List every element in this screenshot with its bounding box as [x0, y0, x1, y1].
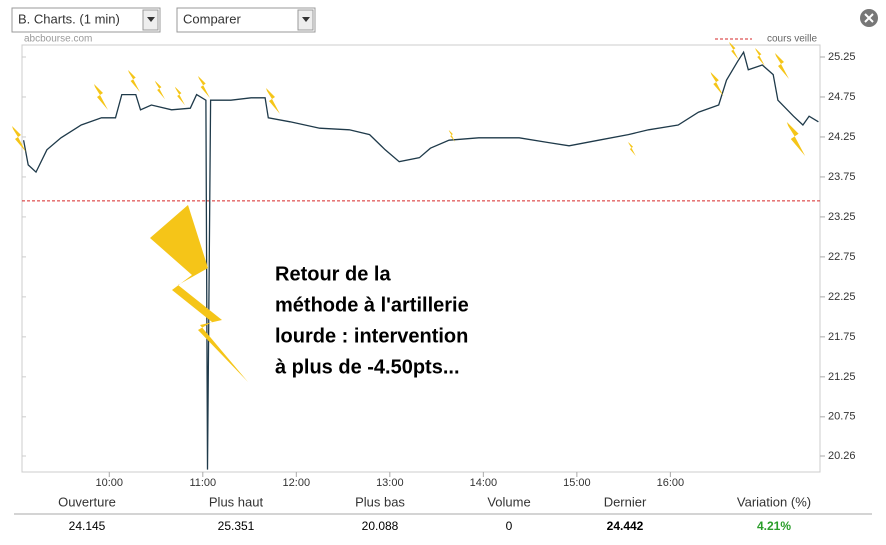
y-tick-label: 22.25	[828, 291, 856, 303]
stat-header: Ouverture	[58, 494, 116, 509]
stat-header: Dernier	[604, 494, 647, 509]
stats-table: Ouverture 24.145 Plus haut 25.351 Plus bas 20…	[58, 494, 811, 533]
y-tick-label: 21.25	[828, 371, 856, 383]
y-tick-label: 25.25	[828, 51, 856, 63]
annotation: Retour de la méthode à l'artillerie lourde…	[275, 263, 469, 378]
close-button[interactable]	[860, 9, 878, 27]
y-tick-label: 23.25	[828, 211, 856, 223]
stat-value: 20.088	[362, 519, 399, 533]
period-select[interactable]: B. Charts. (1 min)	[11, 7, 161, 33]
x-tick-label: 13:00	[376, 477, 404, 489]
stat-header: Plus haut	[209, 494, 264, 509]
bolts	[12, 42, 806, 382]
compare-label: Comparer	[183, 11, 241, 26]
stat-header: Plus bas	[355, 494, 405, 509]
watermark: abcbourse.com	[24, 34, 92, 45]
plot-frame	[21, 44, 821, 473]
x-tick-label: 15:00	[563, 477, 591, 489]
stat-value: 4.21%	[757, 519, 791, 533]
stat-value: 25.351	[218, 519, 255, 533]
y-tick-label: 24.75	[828, 91, 856, 103]
x-tick-label: 10:00	[96, 477, 124, 489]
y-tick-label: 21.75	[828, 331, 856, 343]
compare-select[interactable]: Comparer	[176, 7, 316, 33]
stat-value: 0	[506, 519, 513, 533]
x-tick-label: 16:00	[657, 477, 685, 489]
y-tick-label: 22.75	[828, 251, 856, 263]
annotation-line: lourde : intervention	[275, 325, 468, 347]
legend-label: cours veille	[767, 34, 817, 45]
annotation-line: à plus de -4.50pts...	[275, 356, 460, 378]
stat-header: Volume	[487, 494, 530, 509]
y-tick-label: 23.75	[828, 171, 856, 183]
stat-header: Variation (%)	[737, 494, 811, 509]
plot: 25.25 24.75 24.25 23.75 23.25 22.75 22.25 21.75…	[22, 34, 856, 489]
y-tick-label: 20.75	[828, 411, 856, 423]
x-tick-label: 11:00	[189, 477, 216, 489]
annotation-line: méthode à l'artillerie	[275, 294, 469, 316]
stat-value: 24.442	[607, 519, 644, 533]
price-line	[22, 50, 819, 470]
y-tick-label: 24.25	[828, 131, 856, 143]
stat-value: 24.145	[69, 519, 106, 533]
y-tick-label: 20.26	[828, 450, 856, 462]
x-tick-label: 12:00	[283, 477, 311, 489]
period-label: B. Charts. (1 min)	[18, 11, 120, 26]
annotation-line: Retour de la	[275, 263, 391, 285]
big-bolt	[150, 205, 248, 382]
x-tick-label: 14:00	[470, 477, 498, 489]
